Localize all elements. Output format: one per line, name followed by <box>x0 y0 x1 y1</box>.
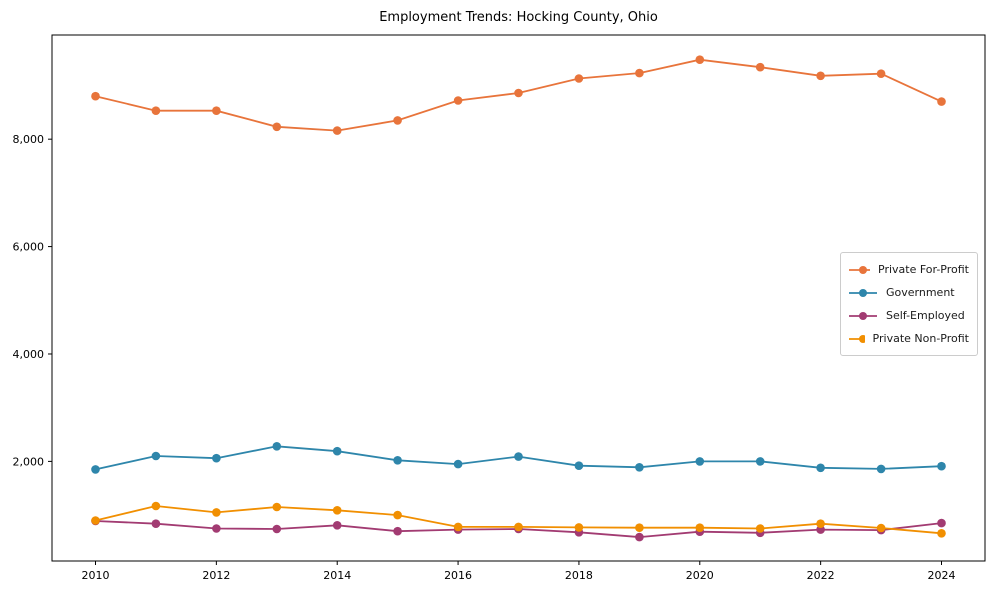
series-private-non-profit <box>91 501 946 538</box>
data-point <box>876 523 886 533</box>
data-point <box>332 126 342 135</box>
chart-title: Employment Trends: Hocking County, Ohio <box>379 10 658 25</box>
legend-label: Government <box>886 286 955 299</box>
x-tick-label: 2012 <box>202 569 230 582</box>
data-point <box>876 69 886 78</box>
plot-border <box>51 34 986 562</box>
series-government <box>91 442 946 474</box>
data-point <box>393 116 402 125</box>
data-point <box>755 524 765 533</box>
data-point <box>151 519 161 528</box>
data-point <box>272 524 282 534</box>
data-point <box>151 106 161 115</box>
data-point <box>695 55 705 64</box>
data-point <box>635 68 644 78</box>
data-point <box>937 529 946 538</box>
x-tick-label: 2014 <box>323 569 351 582</box>
legend-label: Private For-Profit <box>878 263 969 276</box>
series-private-for-profit <box>91 55 946 135</box>
data-point <box>272 442 282 451</box>
x-tick-label: 2016 <box>444 569 472 582</box>
y-tick-label: 4,000 <box>13 348 45 361</box>
data-point <box>393 526 402 536</box>
data-point <box>151 501 161 511</box>
data-point <box>453 522 463 532</box>
data-point <box>393 456 402 465</box>
x-tick-label: 2010 <box>82 569 110 582</box>
data-point <box>212 524 221 533</box>
data-point <box>212 508 221 517</box>
data-point <box>574 461 584 471</box>
y-tick-label: 2,000 <box>13 455 45 468</box>
data-point <box>91 465 100 474</box>
y-axis: 2,000 4,000 6,000 8,000 <box>13 133 52 468</box>
x-tick-label: 2020 <box>686 569 714 582</box>
x-tick-label: 2018 <box>565 569 593 582</box>
data-point <box>91 516 100 525</box>
data-point <box>212 453 221 463</box>
data-point <box>151 451 161 461</box>
data-point <box>332 521 342 530</box>
legend-swatch-icon <box>849 334 865 343</box>
data-point <box>816 463 825 473</box>
legend-swatch-icon <box>849 311 877 320</box>
data-point <box>91 91 100 101</box>
legend-swatch-icon <box>849 265 870 274</box>
data-point <box>272 502 282 512</box>
data-point <box>272 122 282 132</box>
x-tick-label: 2024 <box>927 569 955 582</box>
data-point <box>755 457 765 466</box>
data-point <box>816 525 825 534</box>
data-point <box>755 62 765 72</box>
data-point <box>635 463 644 472</box>
data-point <box>816 519 825 528</box>
legend-item-private-non-profit: Private Non-Profit <box>848 327 969 350</box>
data-point <box>876 464 886 474</box>
legend-label: Self-Employed <box>886 309 965 322</box>
data-point <box>574 74 584 83</box>
data-point <box>816 71 825 81</box>
data-point <box>514 452 523 461</box>
data-point <box>937 518 946 528</box>
legend-item-private-for-profit: Private For-Profit <box>848 258 969 281</box>
data-point <box>453 96 463 105</box>
data-point <box>635 523 644 532</box>
legend: Private For-Profit Government Self-Emplo… <box>840 252 978 356</box>
x-axis: 2010 2012 2014 2016 2018 2020 2022 2024 <box>82 561 955 582</box>
data-point <box>514 522 523 532</box>
data-point <box>393 510 402 520</box>
data-point <box>695 457 705 466</box>
data-point <box>937 97 946 106</box>
data-point <box>635 532 644 542</box>
data-point <box>453 459 463 469</box>
data-point <box>332 446 342 456</box>
x-tick-label: 2022 <box>807 569 835 582</box>
y-tick-label: 6,000 <box>13 241 45 254</box>
legend-item-government: Government <box>848 281 969 304</box>
data-point <box>514 88 523 98</box>
legend-item-self-employed: Self-Employed <box>848 304 969 327</box>
y-tick-label: 8,000 <box>13 133 45 146</box>
data-point <box>574 523 584 532</box>
data-point <box>212 106 221 115</box>
legend-label: Private Non-Profit <box>872 332 969 345</box>
data-point <box>937 461 946 471</box>
data-point <box>695 523 705 532</box>
data-point <box>332 506 342 515</box>
legend-swatch-icon <box>849 288 877 297</box>
